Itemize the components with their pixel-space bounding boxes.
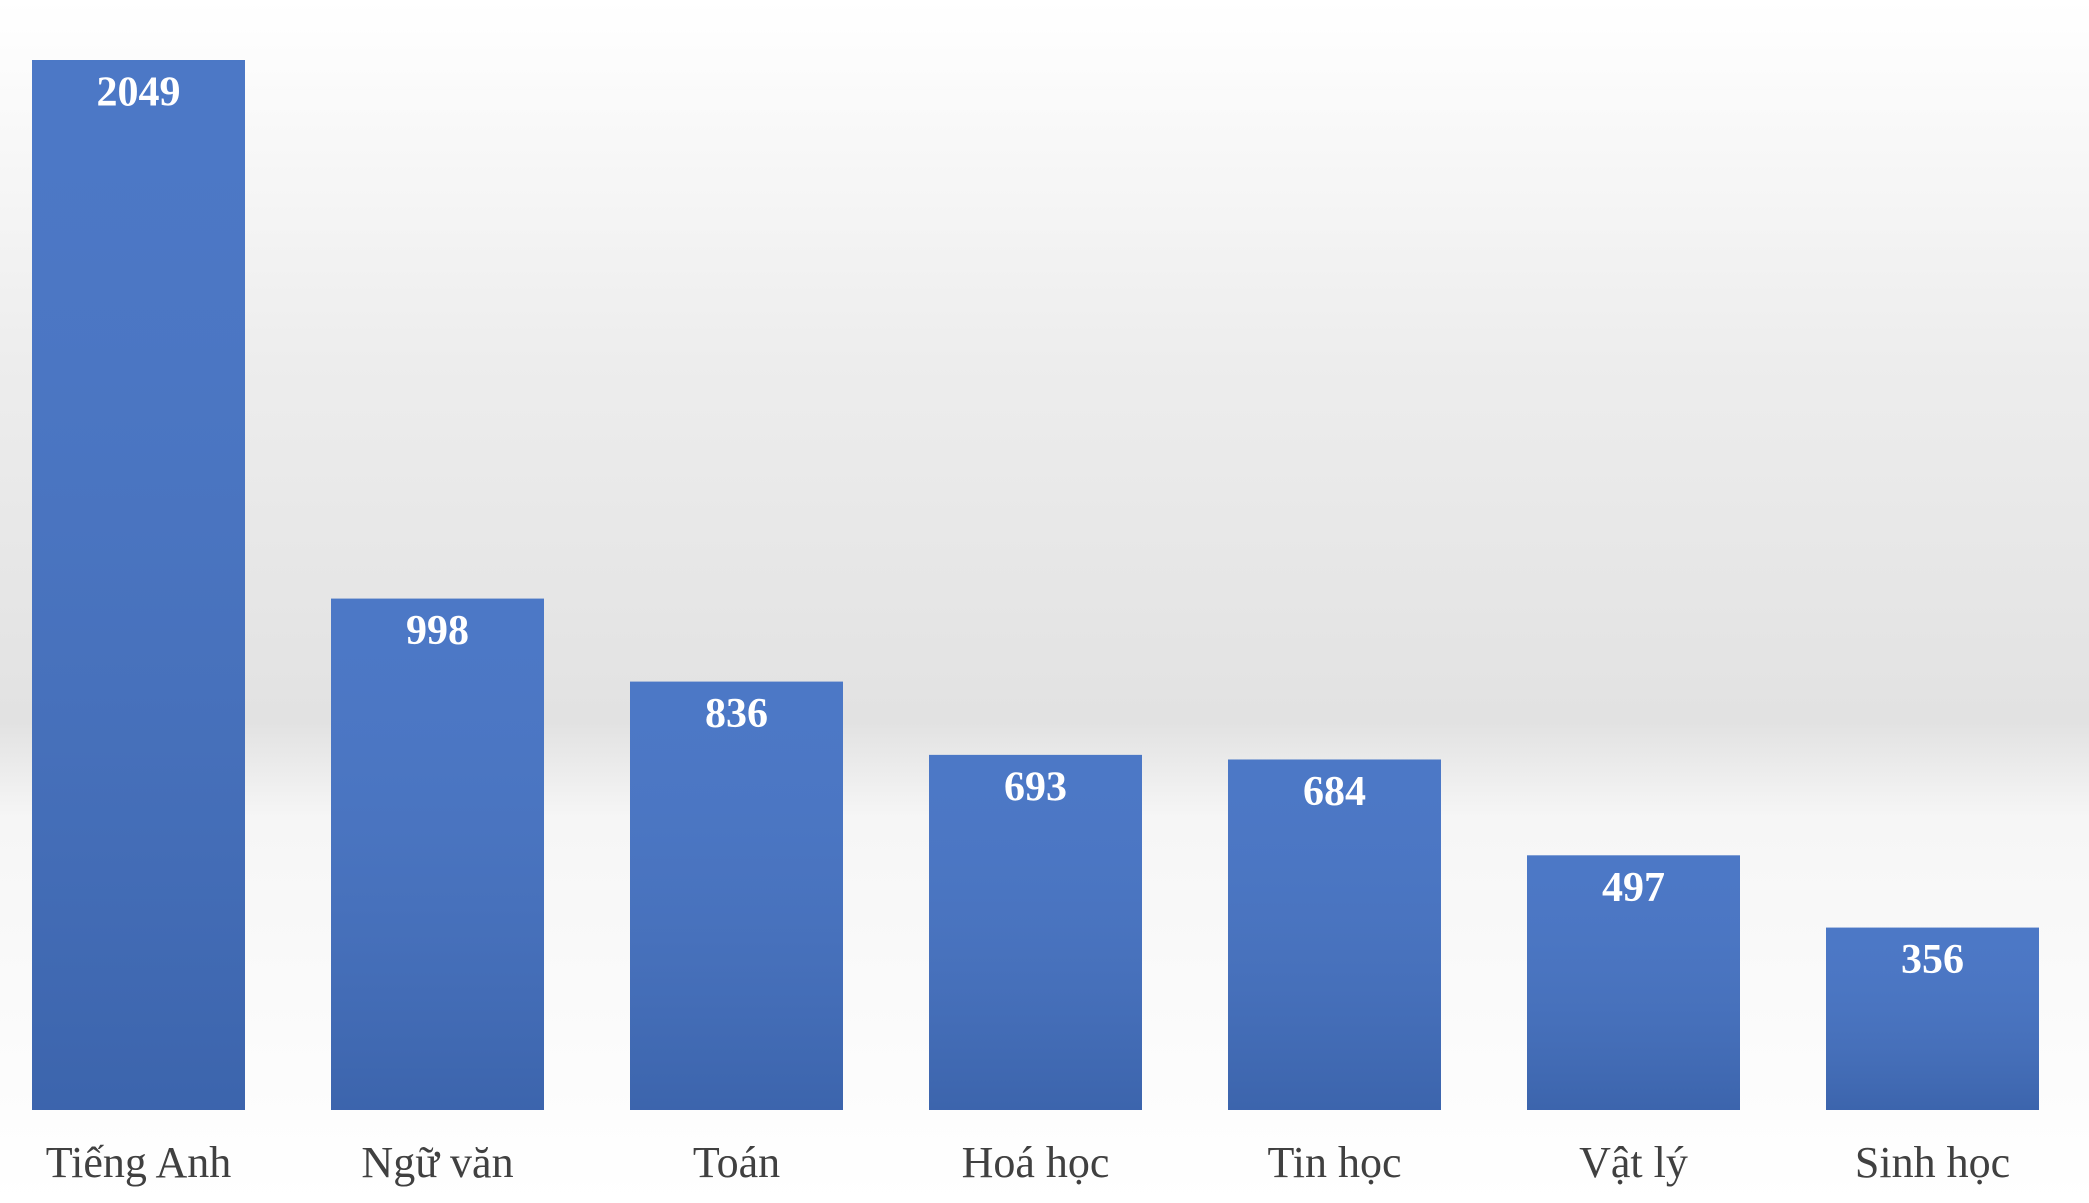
value-label: 693 xyxy=(1004,765,1067,811)
bar-shade xyxy=(1527,855,1740,1110)
x-tick-label: Vật lý xyxy=(1579,1138,1688,1187)
bar-shade xyxy=(1826,927,2039,1110)
value-label: 497 xyxy=(1602,865,1665,911)
bar-shade xyxy=(1228,759,1441,1110)
value-label: 684 xyxy=(1303,769,1366,815)
bar-shade xyxy=(331,598,544,1110)
value-label: 356 xyxy=(1901,937,1964,983)
value-label: 2049 xyxy=(97,70,181,116)
x-tick-label: Tiếng Anh xyxy=(46,1138,231,1187)
bar-shade xyxy=(929,754,1142,1110)
value-label: 998 xyxy=(406,608,469,654)
value-label: 836 xyxy=(705,691,768,737)
x-tick-label: Toán xyxy=(693,1138,780,1187)
x-tick-label: Hoá học xyxy=(962,1138,1110,1187)
x-tick-label: Ngữ văn xyxy=(361,1138,513,1187)
bar-shade xyxy=(630,681,843,1110)
x-tick-label: Tin học xyxy=(1267,1138,1401,1187)
x-tick-label: Sinh học xyxy=(1855,1138,2010,1187)
bar-shade xyxy=(32,60,245,1110)
